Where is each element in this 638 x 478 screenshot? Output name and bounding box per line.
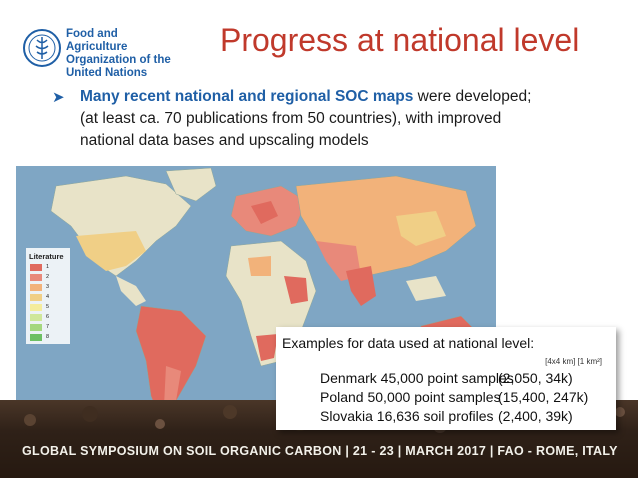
infobox-units: [4x4 km] [1 km²] — [545, 357, 602, 366]
legend-item: 3 — [30, 284, 68, 292]
legend-label: 3 — [46, 284, 50, 290]
legend-item: 6 — [30, 314, 68, 322]
infobox-row-label: Slovakia 16,636 soil profiles — [320, 408, 494, 424]
legend-item: 8 — [30, 334, 68, 342]
footer-text: GLOBAL SYMPOSIUM ON SOIL ORGANIC CARBON … — [22, 444, 618, 458]
bullet-line-2: (at least ca. 70 publications from 50 co… — [80, 110, 502, 127]
bullet-block: ➤ Many recent national and regional SOC … — [52, 86, 615, 152]
legend-swatch — [30, 294, 42, 301]
bullet-line-1: Many recent national and regional SOC ma… — [80, 86, 615, 108]
legend-label: 6 — [46, 314, 50, 320]
legend-label: 2 — [46, 274, 50, 280]
legend-item: 5 — [30, 304, 68, 312]
map-legend: Literature 1 2 3 4 5 6 7 8 — [26, 248, 70, 344]
legend-item: 2 — [30, 274, 68, 282]
legend-swatch — [30, 264, 42, 271]
national-data-infobox: Examples for data used at national level… — [276, 327, 616, 430]
legend-label: 1 — [46, 264, 50, 270]
legend-item: 1 — [30, 264, 68, 272]
legend-label: 5 — [46, 304, 50, 310]
fao-emblem-icon — [23, 29, 61, 67]
infobox-row-label: Poland 50,000 point samples — [320, 389, 501, 405]
legend-swatch — [30, 334, 42, 341]
legend-swatch — [30, 284, 42, 291]
infobox-row-value: (2,050, 34k) — [498, 370, 573, 386]
legend-swatch — [30, 324, 42, 331]
legend-label: 4 — [46, 294, 50, 300]
legend-label: 8 — [46, 334, 50, 340]
legend-swatch — [30, 274, 42, 281]
legend-swatch — [30, 314, 42, 321]
infobox-row-value: (15,400, 247k) — [498, 389, 589, 405]
legend-title: Literature — [29, 252, 64, 261]
slide-title: Progress at national level — [220, 22, 580, 58]
logo-line-1: Food and Agriculture — [66, 28, 128, 53]
legend-swatch — [30, 304, 42, 311]
infobox-heading: Examples for data used at national level… — [282, 335, 535, 351]
infobox-row-value: (2,400, 39k) — [498, 408, 573, 424]
legend-item: 4 — [30, 294, 68, 302]
fao-logo: Food and Agriculture Organization of the… — [22, 26, 172, 79]
logo-text: Food and Agriculture Organization of the… — [66, 28, 172, 80]
bullet-rest-text: were developed; — [413, 88, 532, 105]
logo-line-3: United Nations — [66, 67, 148, 79]
infobox-row-label: Denmark 45,000 point samples — [320, 370, 514, 386]
bullet-line-3: national data bases and upscaling models — [80, 132, 369, 149]
arrow-bullet-icon: ➤ — [52, 89, 65, 106]
legend-item: 7 — [30, 324, 68, 332]
logo-line-2: Organization of the — [66, 54, 171, 66]
legend-label: 7 — [46, 324, 50, 330]
bullet-strong-text: Many recent national and regional SOC ma… — [80, 88, 414, 105]
